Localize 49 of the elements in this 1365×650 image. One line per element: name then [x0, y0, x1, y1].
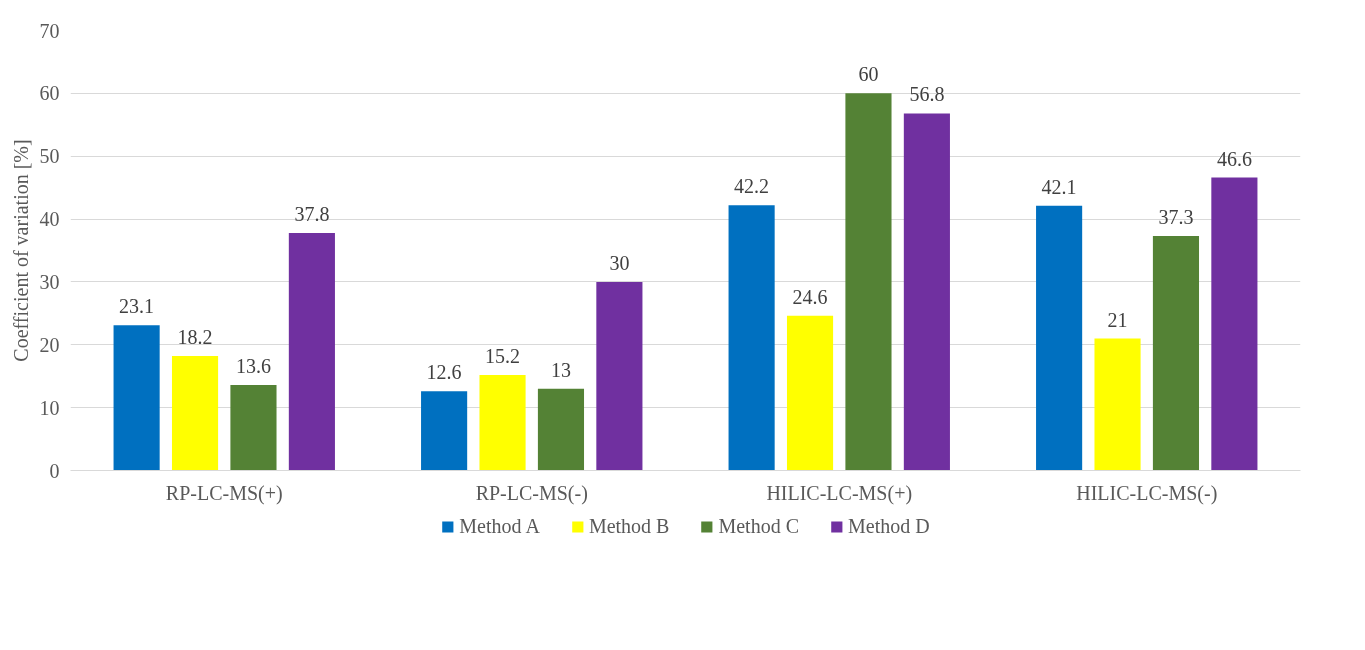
data-label: 24.6 [792, 285, 828, 308]
bar [1036, 205, 1083, 471]
legend-label: Method C [718, 514, 800, 538]
bar [288, 232, 335, 471]
y-tick-label: 40 [39, 208, 60, 231]
x-tick-label: RP-LC-MS(-) [475, 481, 588, 505]
data-label: 12.6 [426, 361, 462, 384]
data-label: 18.2 [177, 326, 213, 349]
y-tick-label: 30 [39, 270, 60, 293]
bar [537, 388, 585, 471]
y-tick-label: 10 [39, 396, 60, 419]
bar [1094, 338, 1141, 471]
data-label: 21 [1107, 308, 1128, 331]
bar [230, 385, 277, 471]
data-label: 13.6 [235, 355, 271, 378]
y-tick-label: 20 [39, 333, 60, 356]
y-tick-label: 50 [39, 145, 60, 168]
x-tick-label: HILIC-LC-MS(-) [1076, 481, 1218, 505]
bar [1152, 236, 1200, 471]
data-label: 13 [550, 358, 571, 381]
bar [421, 391, 468, 471]
x-tick-label: HILIC-LC-MS(+) [766, 481, 913, 505]
bar [596, 281, 643, 471]
bar [171, 356, 219, 471]
legend-label: Method A [459, 514, 540, 538]
bar [903, 113, 950, 471]
legend-label: Method B [588, 514, 670, 538]
y-tick-label: 60 [39, 82, 60, 105]
data-label: 15.2 [485, 344, 521, 367]
bar [479, 374, 526, 471]
data-label: 42.2 [734, 175, 770, 198]
data-label: 56.8 [909, 83, 945, 106]
data-label: 23.1 [119, 295, 155, 318]
data-label: 37.8 [294, 202, 330, 225]
data-label: 30 [609, 251, 630, 274]
bar [728, 205, 775, 471]
bar [1211, 177, 1258, 471]
bar [113, 325, 160, 471]
data-label: 46.6 [1216, 147, 1252, 170]
bar [845, 93, 892, 471]
legend-label: Method D [848, 514, 930, 538]
data-label: 42.1 [1041, 175, 1077, 198]
y-axis-title: Coefficient of variation [%] [9, 139, 32, 362]
data-label: 60 [858, 63, 879, 86]
y-tick-label: 0 [49, 459, 60, 482]
x-tick-label: RP-LC-MS(+) [165, 481, 283, 505]
data-label: 37.3 [1158, 206, 1194, 229]
bar [786, 315, 834, 471]
y-tick-label: 70 [39, 19, 60, 42]
